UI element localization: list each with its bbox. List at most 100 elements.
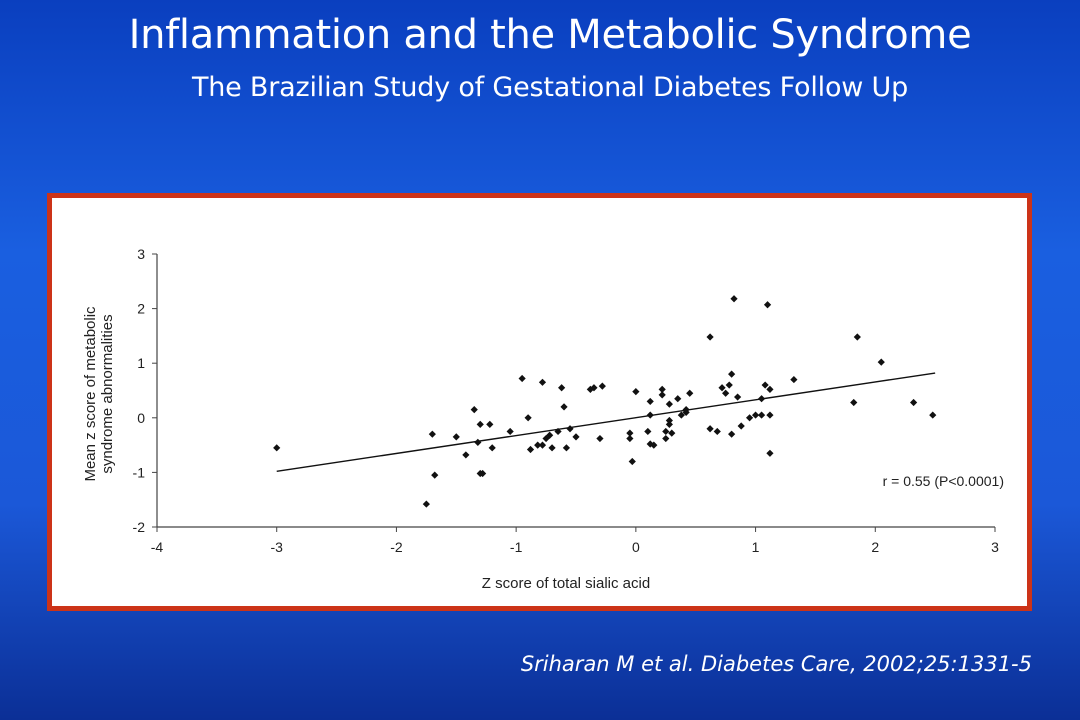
chart-ticks: -4 -3 -2 -1 0 1 2 3 -2 -1 0 1 2 3 <box>133 246 1000 555</box>
data-point <box>929 411 937 419</box>
data-point <box>665 400 673 408</box>
data-point <box>674 395 682 403</box>
data-point <box>566 425 574 433</box>
scatter-chart: -4 -3 -2 -1 0 1 2 3 -2 -1 0 1 2 3 r = 0.55 (P<0.0001)… <box>82 246 1004 592</box>
data-point <box>766 411 774 419</box>
x-tick-label: -3 <box>270 539 283 555</box>
data-point <box>546 431 554 439</box>
data-point <box>538 378 547 386</box>
data-point <box>548 444 556 452</box>
data-point <box>686 389 694 397</box>
data-point <box>725 381 733 389</box>
data-point <box>677 411 685 419</box>
data-point <box>488 444 496 452</box>
data-point <box>526 445 535 454</box>
data-point <box>763 301 772 309</box>
data-point <box>722 389 730 397</box>
data-point <box>706 425 714 433</box>
data-point <box>877 358 885 366</box>
x-tick-label: 0 <box>632 539 640 555</box>
data-point <box>632 387 640 396</box>
data-point <box>658 385 666 394</box>
data-point <box>730 295 738 303</box>
data-point <box>572 433 580 441</box>
y-tick-label: 1 <box>137 355 145 371</box>
data-point <box>766 449 774 457</box>
data-point <box>428 430 436 438</box>
chart-axes <box>156 254 995 528</box>
data-point <box>560 403 568 411</box>
y-tick-label: 3 <box>137 246 145 262</box>
x-tick-label: 2 <box>871 539 879 555</box>
data-point <box>554 427 562 436</box>
x-tick-label: -2 <box>390 539 403 555</box>
data-point <box>909 398 918 407</box>
data-point <box>662 434 670 443</box>
data-point <box>538 441 547 449</box>
data-point <box>628 457 636 466</box>
data-point <box>596 434 604 443</box>
data-point <box>452 433 460 441</box>
data-point <box>766 385 774 394</box>
data-point <box>479 469 487 478</box>
data-point <box>737 422 745 430</box>
data-point <box>470 406 478 414</box>
data-point <box>486 420 494 428</box>
y-axis-title-line-2: syndrome abnormalities <box>99 314 116 473</box>
data-point <box>662 427 670 436</box>
data-point <box>646 411 654 419</box>
data-point <box>745 414 754 422</box>
data-points <box>273 295 937 508</box>
data-point <box>534 441 542 449</box>
data-point <box>706 333 714 341</box>
data-point <box>462 451 470 459</box>
data-point <box>626 429 634 437</box>
x-tick-label: -4 <box>151 539 164 555</box>
data-point <box>728 370 736 378</box>
data-point <box>853 333 861 341</box>
correlation-annotation: r = 0.55 (P<0.0001) <box>883 473 1004 489</box>
y-tick-label: 2 <box>137 301 145 317</box>
data-point <box>558 384 566 392</box>
data-point <box>713 427 721 436</box>
data-point <box>665 420 673 428</box>
data-point <box>668 429 676 437</box>
data-point <box>646 397 654 406</box>
data-point <box>665 416 673 425</box>
data-point <box>757 411 766 419</box>
y-axis-title-line-1: Mean z score of metabolic <box>82 306 99 482</box>
y-tick-label: -2 <box>133 519 146 535</box>
data-point <box>524 414 532 422</box>
data-point <box>751 411 760 419</box>
data-point <box>682 406 690 414</box>
x-tick-label: 3 <box>991 539 999 555</box>
data-point <box>757 395 766 403</box>
data-point <box>431 471 439 479</box>
chart-frame: -4 -3 -2 -1 0 1 2 3 -2 -1 0 1 2 3 r = 0.55 (P<0.0001)… <box>47 193 1032 611</box>
x-tick-label: -1 <box>510 539 523 555</box>
data-point <box>790 375 798 384</box>
data-point <box>474 438 482 446</box>
y-tick-label: -1 <box>133 464 146 480</box>
slide-title: Inflammation and the Metabolic Syndrome <box>128 12 972 58</box>
data-point <box>734 393 742 401</box>
data-point <box>728 430 736 438</box>
data-point <box>422 500 430 508</box>
citation: Sriharan M et al. Diabetes Care, 2002;25… <box>520 652 1032 676</box>
data-point <box>626 434 634 443</box>
data-point <box>718 384 726 392</box>
data-point <box>518 374 526 383</box>
data-point <box>273 444 281 452</box>
data-point <box>850 398 858 407</box>
data-point <box>598 382 606 390</box>
data-point <box>506 427 514 436</box>
slide-subtitle: The Brazilian Study of Gestational Diabe… <box>191 72 909 103</box>
data-point <box>562 444 571 452</box>
data-point <box>646 440 654 448</box>
data-point <box>644 427 652 436</box>
regression-line <box>276 372 936 473</box>
x-tick-label: 1 <box>752 539 760 555</box>
x-axis-title: Z score of total sialic acid <box>482 575 650 592</box>
data-point <box>476 420 484 428</box>
y-tick-label: 0 <box>137 410 145 426</box>
